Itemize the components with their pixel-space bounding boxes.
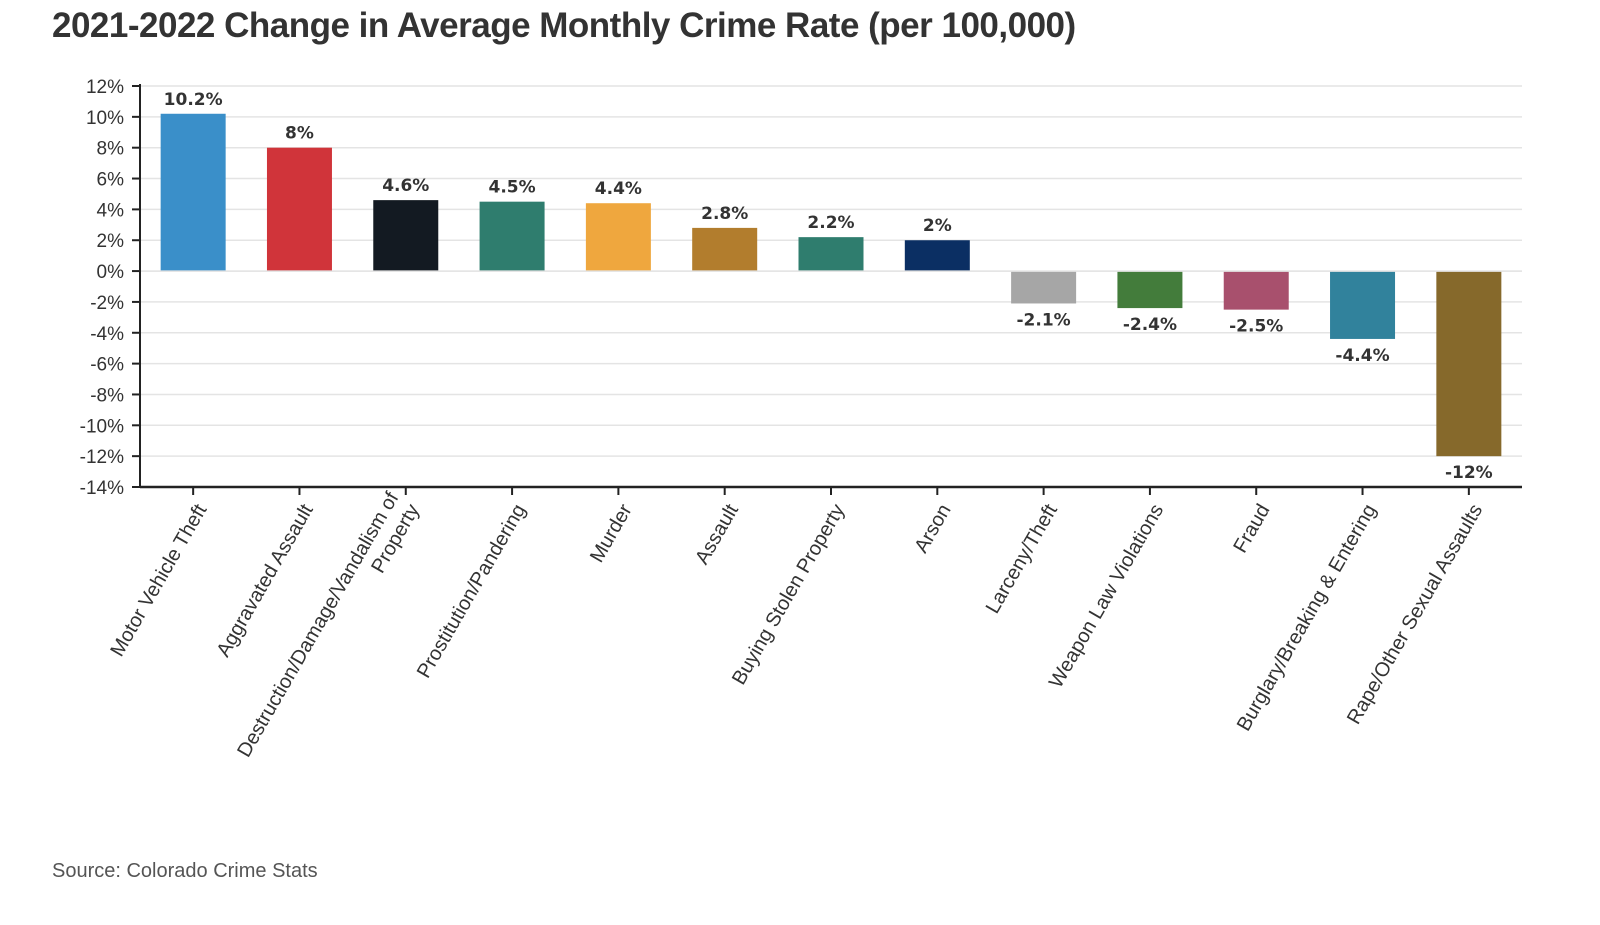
y-tick-label: -8%: [90, 385, 124, 406]
axes: [139, 84, 1522, 495]
bar: [266, 147, 332, 272]
bar: [585, 203, 651, 272]
bar: [373, 200, 439, 272]
y-tick-label: -12%: [80, 447, 124, 468]
category-label-line: Destruction/Damage/Vandalism of: [233, 488, 403, 761]
category-label-line: Fraud: [1229, 501, 1274, 557]
category-label-text: Arson: [910, 501, 955, 557]
x-axis-category-labels: Motor Vehicle Theft Aggravated AssaultDes…: [106, 488, 1487, 773]
category-label-text: Fraud: [1229, 501, 1274, 557]
category-label-line: Assault: [691, 500, 743, 568]
data-label: 4.5%: [488, 178, 535, 198]
category-label-text: Buying Stolen Property: [728, 501, 849, 689]
gridlines: [140, 85, 1522, 488]
category-label: Buying Stolen Property: [728, 501, 849, 689]
data-labels: 10.2% 8% 4.6% 4.5% 4.4% 2.8% 2.2% 2% -2.1% -2.4% -…: [164, 90, 1493, 483]
data-label: 8%: [285, 124, 314, 144]
data-label: -4.4%: [1335, 346, 1389, 366]
data-label: 2.8%: [701, 204, 748, 224]
bar: [1330, 271, 1396, 339]
category-label: Murder: [586, 500, 637, 566]
category-label: Arson: [910, 501, 955, 557]
category-label-text: Prostitution/Pandering: [413, 501, 530, 682]
data-label: 2%: [923, 216, 952, 236]
category-label-line: Weapon Law Violations: [1045, 501, 1168, 692]
y-tick-label: -2%: [90, 293, 124, 314]
category-label: Destruction/Damage/Vandalism ofProperty: [233, 488, 424, 773]
y-tick-label: -14%: [80, 478, 124, 499]
category-label-text: Assault: [691, 500, 743, 568]
category-label-line: Arson: [910, 501, 955, 557]
category-label-line: Prostitution/Pandering: [413, 501, 530, 682]
y-tick-label: 2%: [97, 231, 125, 252]
y-tick-label: -6%: [90, 355, 124, 376]
data-label: -2.1%: [1017, 310, 1071, 330]
category-label-line: Larceny/Theft: [982, 500, 1062, 617]
category-label-line: Motor Vehicle Theft: [106, 500, 211, 660]
category-label-text: Weapon Law Violations: [1045, 501, 1168, 692]
y-tick-label: 6%: [97, 170, 125, 191]
category-label: Larceny/Theft: [982, 500, 1062, 617]
y-axis-ticks: 12% 10% 8% 6% 4% 2% 0% -2% -4% -6% -8% -10% -12% -14%: [80, 77, 140, 499]
y-tick-label: 0%: [97, 262, 125, 283]
bar: [904, 240, 970, 272]
bar: [1223, 271, 1289, 310]
bar: [1011, 271, 1077, 304]
y-tick-label: 8%: [97, 139, 125, 160]
bar: [798, 237, 864, 272]
y-tick-label: 4%: [97, 200, 125, 221]
y-tick-label: 12%: [86, 77, 124, 98]
category-label: Motor Vehicle Theft: [106, 500, 211, 660]
source-note: Source: Colorado Crime Stats: [52, 860, 318, 882]
data-label: 10.2%: [164, 90, 223, 110]
category-label: Assault: [691, 500, 743, 568]
y-tick-label: 10%: [86, 108, 124, 129]
category-label: Prostitution/Pandering: [413, 501, 530, 682]
bar: [1117, 271, 1183, 309]
bars: [160, 113, 1502, 457]
chart-title: 2021-2022 Change in Average Monthly Crim…: [52, 6, 1076, 45]
category-label-text: Larceny/Theft: [982, 500, 1062, 617]
y-tick-label: -4%: [90, 324, 124, 345]
data-label: 2.2%: [807, 213, 854, 233]
category-label-line: Buying Stolen Property: [728, 501, 849, 689]
data-label: 4.4%: [595, 179, 642, 199]
y-tick-label: -10%: [80, 416, 124, 437]
bar: [692, 227, 758, 272]
category-label-text: Motor Vehicle Theft: [106, 500, 211, 660]
data-label: -2.4%: [1123, 315, 1177, 335]
category-label: Fraud: [1229, 501, 1274, 557]
category-label: Weapon Law Violations: [1045, 501, 1168, 692]
data-label: -2.5%: [1229, 317, 1283, 337]
category-label-line: Murder: [586, 500, 637, 566]
data-label: -12%: [1445, 463, 1493, 483]
category-label-text: Destruction/Damage/Vandalism ofProperty: [233, 488, 424, 773]
bar: [1436, 271, 1502, 457]
category-label-text: Murder: [586, 500, 637, 566]
data-label: 4.6%: [382, 176, 429, 196]
bar: [160, 113, 226, 272]
bar: [479, 201, 545, 272]
